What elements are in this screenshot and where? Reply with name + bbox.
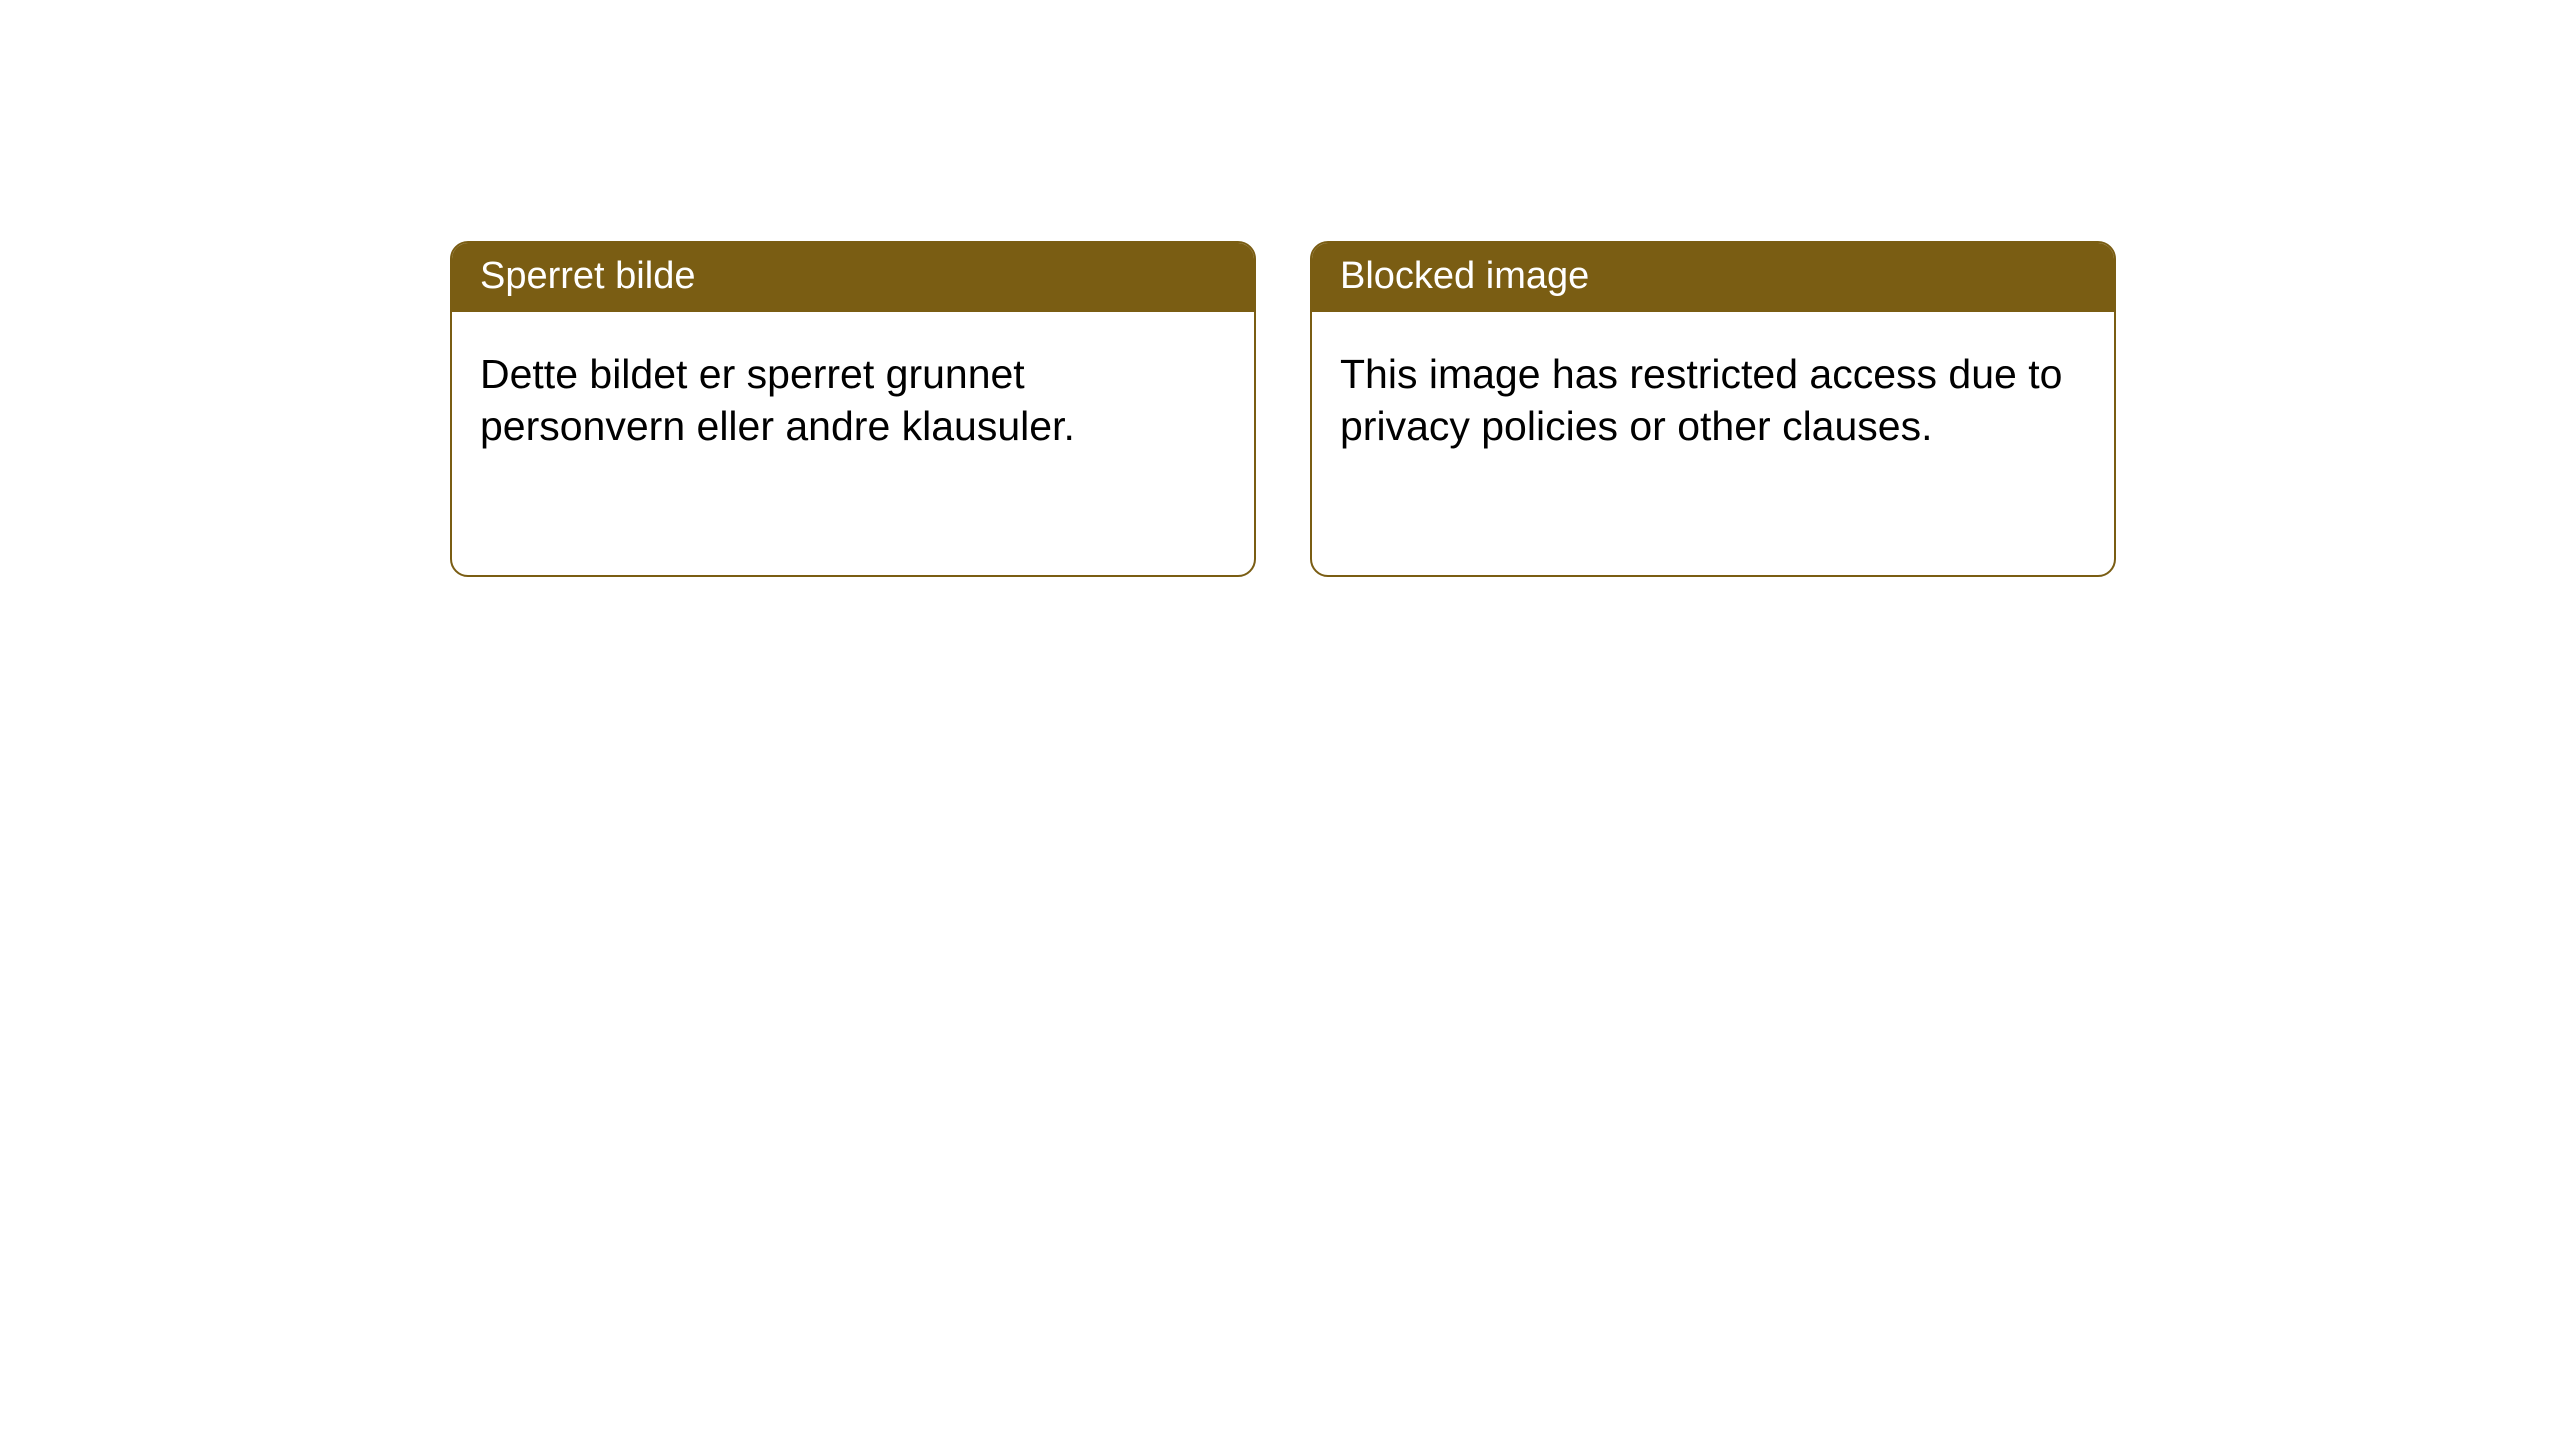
card-body-text: This image has restricted access due to … [1340,351,2062,449]
notice-card-english: Blocked image This image has restricted … [1310,241,2116,577]
card-body: Dette bildet er sperret grunnet personve… [452,312,1254,481]
card-header: Sperret bilde [452,243,1254,312]
card-body: This image has restricted access due to … [1312,312,2114,481]
card-body-text: Dette bildet er sperret grunnet personve… [480,351,1075,449]
notice-card-norwegian: Sperret bilde Dette bildet er sperret gr… [450,241,1256,577]
card-header: Blocked image [1312,243,2114,312]
notice-container: Sperret bilde Dette bildet er sperret gr… [450,241,2116,577]
card-title: Blocked image [1340,255,1589,297]
card-title: Sperret bilde [480,255,695,297]
